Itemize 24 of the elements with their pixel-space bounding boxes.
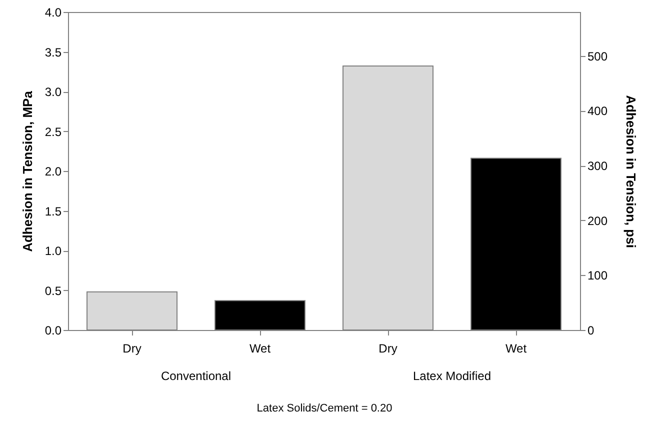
y-tick-label: 3.5: [44, 45, 62, 60]
x-tick-label: Wet: [505, 342, 528, 356]
y2-axis-title: Adhesion in Tension, psi: [624, 95, 639, 248]
y-tick-label: 0.5: [44, 284, 62, 298]
x-tick-label: Dry: [378, 342, 398, 356]
y-tick-label: 1.0: [44, 244, 62, 258]
y2-tick-label: 500: [588, 49, 608, 64]
y-tick-label: 2.5: [44, 124, 62, 139]
y2-tick-label: 400: [588, 104, 608, 118]
y2-tick-label: 300: [588, 159, 608, 174]
x-axis-title: Latex Solids/Cement = 0.20: [256, 402, 392, 414]
y-axis-title: Adhesion in Tension, MPa: [20, 90, 35, 252]
y-tick-label: 4.0: [44, 6, 62, 20]
y2-tick-label: 0: [588, 324, 594, 338]
y-tick-label: 1.5: [44, 204, 62, 218]
y-tick-label: 2.0: [44, 164, 62, 178]
text: Conventional: [160, 369, 232, 383]
x-tick-label: Dry: [122, 342, 142, 356]
text: Latex Modified: [412, 369, 492, 383]
y2-tick-label: 100: [588, 268, 608, 283]
y2-tick-label: 200: [588, 214, 608, 228]
y-tick-label: 3.0: [44, 85, 62, 99]
y-tick-label: 0.0: [44, 324, 62, 338]
x-tick-label: Wet: [249, 342, 272, 356]
